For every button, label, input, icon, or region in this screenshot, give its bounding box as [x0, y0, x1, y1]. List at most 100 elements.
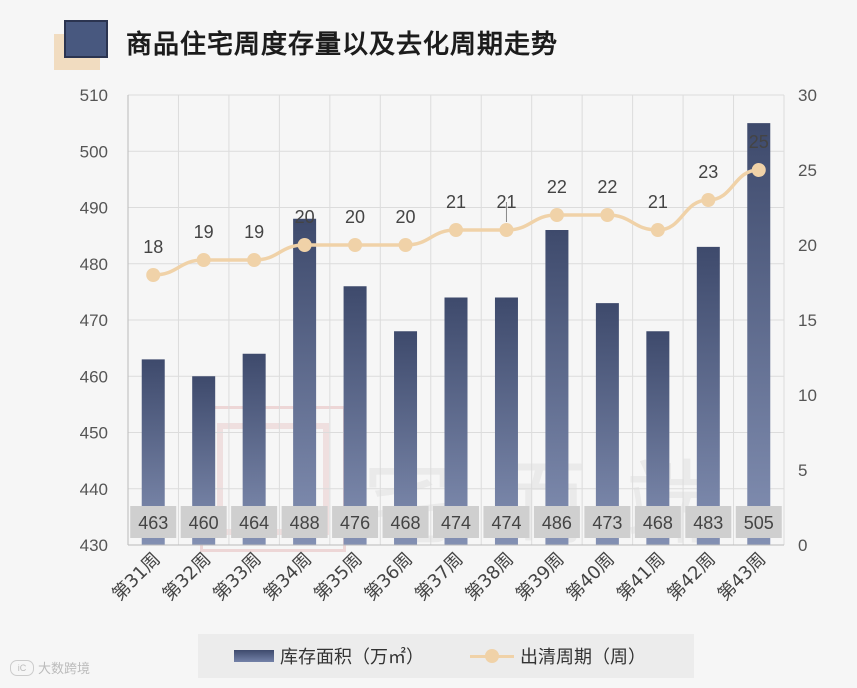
bar-value-box — [433, 506, 479, 538]
bar-value-label: 474 — [441, 513, 471, 533]
x-tick-label: 第41周 — [613, 549, 670, 606]
source-logo-icon: iC — [10, 659, 34, 676]
bar-value-label: 460 — [189, 513, 219, 533]
line-point — [650, 223, 665, 237]
line-value-label: 23 — [698, 162, 718, 182]
x-tick-label: 第31周 — [108, 549, 165, 606]
bar-value-label: 476 — [340, 513, 370, 533]
y-left-tick-label: 450 — [80, 424, 108, 443]
bar-value-box — [483, 506, 530, 538]
bar-value-box — [735, 506, 782, 538]
bar — [545, 230, 569, 545]
line-value-label: 19 — [244, 222, 264, 242]
bar-value-box — [281, 506, 328, 538]
bar-value-label: 486 — [542, 513, 572, 533]
bar-value-label: 488 — [290, 513, 320, 533]
x-tick-label: 第33周 — [209, 549, 266, 606]
line-point — [499, 223, 514, 237]
line-point — [247, 253, 262, 267]
x-tick-label: 第35周 — [310, 549, 367, 606]
line-point — [449, 223, 463, 237]
bar — [141, 359, 165, 545]
line-value-label: 21 — [648, 192, 668, 212]
bar-value-box — [180, 506, 227, 538]
y-left-tick-label: 460 — [80, 367, 108, 386]
title-square-icon — [64, 20, 108, 58]
bar — [494, 297, 518, 545]
y-right-tick-label: 30 — [798, 86, 817, 105]
legend-bar-swatch — [234, 650, 274, 662]
line-value-label: 22 — [547, 177, 567, 197]
y-left-tick-label: 470 — [80, 311, 108, 330]
bar — [192, 376, 216, 545]
source-credit: iC 大数跨境 — [10, 658, 90, 677]
line-point — [348, 238, 363, 252]
source-text: 大数跨境 — [38, 661, 91, 676]
bar — [747, 123, 771, 545]
y-right-tick-label: 5 — [798, 461, 807, 480]
bar-value-label: 468 — [643, 513, 673, 533]
bar-value-box — [382, 506, 429, 538]
bar-value-label: 464 — [239, 513, 269, 533]
line-point — [701, 193, 716, 207]
line-value-label: 20 — [345, 207, 365, 227]
line-value-label: 20 — [295, 207, 315, 227]
line-value-label: 19 — [194, 222, 214, 242]
line-point — [600, 208, 615, 222]
x-tick-label: 第43周 — [714, 549, 771, 606]
y-right-tick-label: 25 — [798, 161, 817, 180]
bar — [242, 353, 266, 545]
bar — [646, 331, 670, 545]
bar-value-label: 483 — [693, 513, 723, 533]
legend: 库存面积（万㎡） 出清周期（周） — [198, 634, 694, 678]
bar-value-box — [130, 506, 177, 538]
line-point — [196, 253, 211, 267]
bar-value-box — [685, 506, 732, 538]
line-value-label: 22 — [597, 177, 617, 197]
legend-item-line: 出清周期（周） — [470, 644, 646, 668]
bar-value-box — [332, 506, 379, 538]
bar-value-label: 473 — [592, 513, 622, 533]
line-value-label: 18 — [143, 237, 163, 257]
bar — [696, 246, 720, 545]
x-tick-label: 第34周 — [260, 549, 317, 606]
line-point — [549, 208, 564, 222]
bar-value-label: 463 — [138, 513, 168, 533]
x-tick-label: 第32周 — [159, 549, 216, 606]
chart-title: 商品住宅周度存量以及去化周期走势 — [126, 29, 559, 59]
bar — [444, 297, 468, 545]
x-tick-label: 第42周 — [663, 549, 720, 606]
x-tick-label: 第40周 — [562, 549, 619, 606]
line-point — [146, 268, 161, 282]
bar — [343, 286, 367, 545]
y-left-tick-label: 490 — [80, 199, 108, 218]
legend-line-label: 出清周期（周） — [520, 647, 646, 668]
bar-value-box — [533, 506, 580, 538]
legend-bar-label: 库存面积（万㎡） — [280, 647, 424, 668]
y-right-tick-label: 15 — [798, 311, 817, 330]
legend-line-swatch — [470, 649, 514, 663]
bar — [293, 218, 317, 545]
line-point — [297, 238, 312, 252]
y-left-tick-label: 430 — [80, 536, 108, 555]
x-tick-label: 第38周 — [461, 549, 518, 606]
line-value-label: 21 — [446, 192, 466, 212]
bar-value-box — [584, 506, 631, 538]
y-right-tick-label: 0 — [798, 536, 807, 555]
x-tick-label: 第36周 — [361, 549, 418, 606]
title-block: 商品住宅周度存量以及去化周期走势 — [54, 20, 754, 72]
line-point — [398, 238, 413, 252]
y-left-tick-label: 500 — [80, 142, 108, 161]
y-right-tick-label: 10 — [798, 386, 817, 405]
line-point — [751, 163, 766, 177]
x-tick-label: 第37周 — [411, 549, 468, 606]
bar-value-label: 468 — [391, 513, 421, 533]
legend-item-bar: 库存面积（万㎡） — [234, 644, 424, 668]
bar-value-label: 474 — [491, 513, 521, 533]
bar-value-label: 505 — [744, 513, 774, 533]
x-tick-label: 第39周 — [512, 549, 569, 606]
y-left-tick-label: 510 — [80, 86, 108, 105]
y-left-tick-label: 480 — [80, 255, 108, 274]
bar-value-box — [231, 506, 278, 538]
